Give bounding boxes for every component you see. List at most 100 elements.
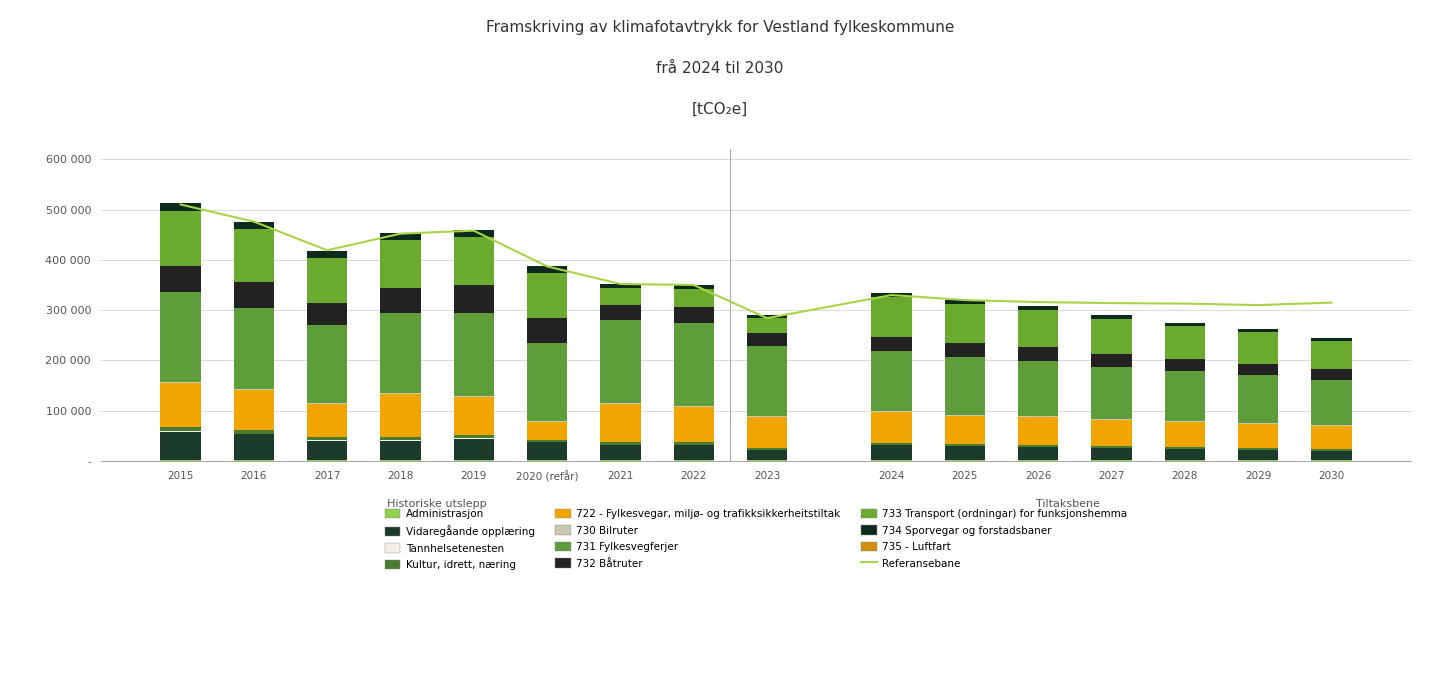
Legend: Administrasjon, Vidaregåande opplæring, Tannhelsetenesten, Kultur, idrett, nærin: Administrasjon, Vidaregåande opplæring, … — [380, 504, 1132, 574]
Bar — [1018, 460, 1058, 461]
Bar — [1092, 448, 1132, 460]
Bar — [1165, 422, 1205, 447]
Bar — [1092, 460, 1132, 461]
Bar — [307, 441, 347, 460]
Bar — [1018, 416, 1058, 417]
Bar — [600, 442, 641, 445]
Bar — [454, 285, 494, 313]
Bar — [871, 443, 912, 445]
Bar — [307, 403, 347, 405]
Bar — [380, 460, 420, 461]
Bar — [674, 323, 714, 406]
Text: Tiltaksbene: Tiltaksbene — [1037, 499, 1100, 508]
Bar — [160, 432, 200, 460]
Bar — [1238, 447, 1279, 450]
Bar — [1312, 341, 1352, 369]
Bar — [945, 443, 985, 445]
Bar — [1092, 445, 1132, 447]
Referansebane — [1030, 298, 1047, 306]
Bar — [1312, 426, 1352, 449]
Bar — [307, 460, 347, 461]
Bar — [380, 240, 420, 287]
Bar — [1165, 449, 1205, 460]
Bar — [871, 445, 912, 460]
Bar — [1165, 323, 1205, 326]
Bar — [454, 231, 494, 237]
Referansebane — [1103, 299, 1120, 307]
Referansebane — [245, 218, 262, 226]
Bar — [945, 357, 985, 415]
Bar — [600, 287, 641, 305]
Bar — [454, 313, 494, 396]
Bar — [600, 283, 641, 287]
Bar — [1238, 450, 1279, 460]
Bar — [160, 382, 200, 383]
Bar — [1238, 330, 1279, 332]
Bar — [1092, 315, 1132, 319]
Text: Framskriving av klimafotavtrykk for Vestland fylkeskommune: Framskriving av klimafotavtrykk for Vest… — [485, 20, 955, 35]
Line: Referansebane: Referansebane — [180, 205, 1332, 318]
Bar — [160, 211, 200, 266]
Bar — [527, 318, 567, 343]
Referansebane — [1250, 301, 1267, 309]
Bar — [307, 405, 347, 437]
Bar — [1165, 447, 1205, 449]
Bar — [527, 443, 567, 460]
Bar — [747, 318, 788, 334]
Bar — [1312, 380, 1352, 425]
Bar — [600, 460, 641, 461]
Bar — [871, 337, 912, 351]
Referansebane — [1176, 300, 1194, 308]
Referansebane — [318, 246, 336, 254]
Bar — [307, 303, 347, 325]
Bar — [1165, 326, 1205, 359]
Bar — [945, 460, 985, 461]
Bar — [160, 266, 200, 292]
Bar — [945, 416, 985, 443]
Bar — [233, 390, 274, 430]
Bar — [1092, 319, 1132, 354]
Bar — [380, 287, 420, 313]
Bar — [1312, 338, 1352, 341]
Referansebane — [1323, 298, 1341, 306]
Bar — [871, 460, 912, 461]
Bar — [527, 343, 567, 421]
Bar — [1312, 425, 1352, 426]
Bar — [945, 446, 985, 460]
Bar — [527, 266, 567, 273]
Bar — [1312, 449, 1352, 451]
Bar — [454, 439, 494, 460]
Bar — [674, 285, 714, 289]
Bar — [307, 437, 347, 440]
Bar — [1312, 369, 1352, 380]
Bar — [380, 395, 420, 437]
Bar — [1018, 310, 1058, 347]
Bar — [307, 325, 347, 403]
Bar — [600, 320, 641, 403]
Bar — [454, 237, 494, 285]
Bar — [380, 393, 420, 395]
Bar — [945, 300, 985, 304]
Bar — [945, 304, 985, 344]
Bar — [1092, 354, 1132, 367]
Bar — [527, 273, 567, 318]
Bar — [674, 406, 714, 407]
Bar — [674, 306, 714, 323]
Bar — [233, 460, 274, 461]
Bar — [454, 435, 494, 438]
Bar — [1238, 375, 1279, 423]
Bar — [600, 403, 641, 404]
Bar — [1238, 423, 1279, 424]
Bar — [160, 203, 200, 211]
Bar — [160, 460, 200, 461]
Bar — [1165, 359, 1205, 371]
Referansebane — [759, 314, 776, 322]
Bar — [527, 439, 567, 442]
Referansebane — [465, 226, 482, 235]
Bar — [307, 251, 347, 258]
Bar — [1018, 347, 1058, 361]
Bar — [527, 421, 567, 422]
Referansebane — [685, 281, 703, 289]
Bar — [1018, 361, 1058, 416]
Bar — [1165, 371, 1205, 422]
